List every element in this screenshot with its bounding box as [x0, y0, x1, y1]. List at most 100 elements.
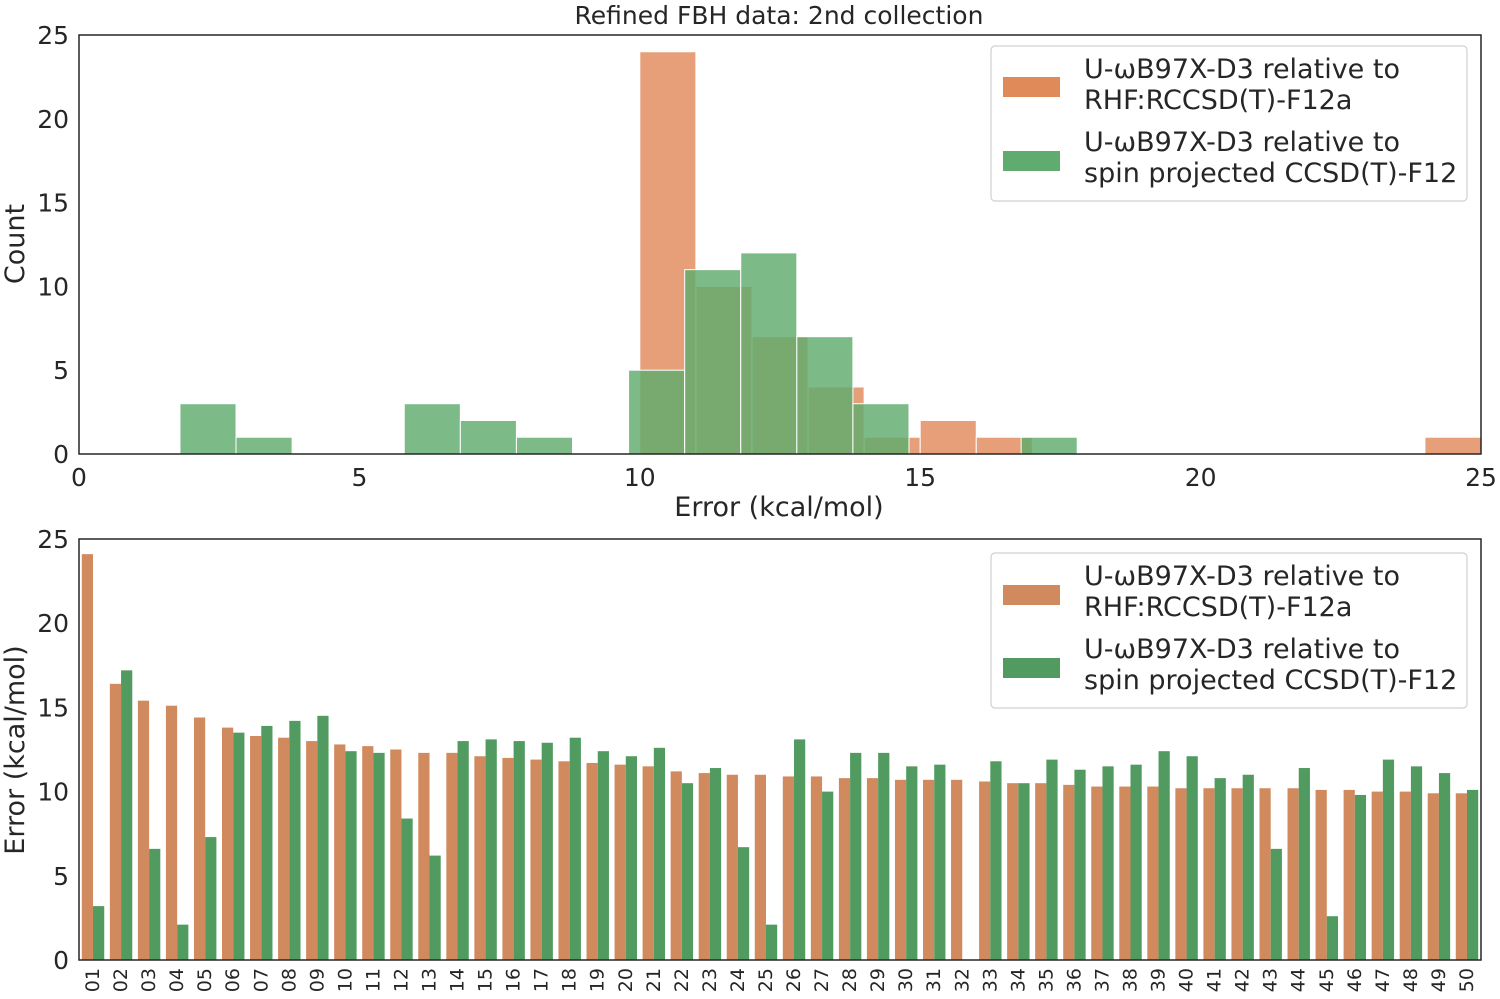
x-tick-label: 43: [1260, 968, 1282, 992]
bar-rhf: [418, 752, 430, 960]
x-tick-label: 46: [1344, 968, 1366, 992]
plot-frame: [78, 538, 1482, 961]
bar-rhf: [362, 746, 374, 960]
bar-spin-projected: [1158, 751, 1170, 960]
bar-spin-projected: [1046, 759, 1058, 960]
bar-rhf: [1427, 793, 1439, 960]
bar-rhf: [951, 779, 963, 960]
histogram-bar-spin-projected: [1020, 436, 1078, 455]
bar-rhf: [1007, 783, 1019, 960]
bar-spin-projected: [737, 847, 750, 960]
bar-rhf: [726, 774, 738, 960]
x-tick-label: 06: [222, 968, 244, 992]
legend-label-rhf: U-ωB97X-D3 relative to RHF:RCCSD(T)-F12a: [1084, 54, 1409, 116]
y-tick-label: 25: [37, 21, 69, 50]
bar-spin-projected: [513, 741, 525, 960]
x-tick-label: 12: [390, 968, 412, 992]
x-tick-label: 47: [1372, 968, 1394, 992]
legend-line: U-ωB97X-D3 relative to: [1084, 127, 1400, 158]
y-tick-labels: 0 5 10 15 20 25: [37, 525, 69, 975]
bar-rhf: [165, 705, 178, 960]
x-tick-label: 05: [194, 968, 216, 992]
y-tick-label: 20: [37, 105, 69, 134]
y-tick-label: 15: [37, 693, 69, 722]
legend-line: RHF:RCCSD(T)-F12a: [1084, 592, 1352, 623]
x-tick-label: 28: [839, 968, 861, 992]
bar-rhf: [782, 776, 795, 960]
legend-swatch-rhf: [1003, 585, 1060, 605]
x-tick-label: 17: [531, 968, 553, 992]
x-tick-label: 24: [727, 968, 749, 992]
histogram-bar-spin-projected: [628, 369, 686, 455]
bar-rhf: [1259, 788, 1271, 960]
bar-rhf: [586, 762, 598, 960]
bar-rhf: [670, 771, 682, 960]
bar-spin-projected: [541, 742, 553, 960]
x-tick-label: 40: [1176, 968, 1198, 992]
x-tick-label: 0: [71, 463, 87, 492]
bar-rhf: [1147, 786, 1159, 960]
bar-rhf: [1343, 789, 1355, 960]
bar-spin-projected: [457, 741, 469, 960]
bar-rhf: [222, 727, 234, 960]
x-tick-label: 15: [904, 463, 936, 492]
bar-rhf: [193, 717, 206, 960]
y-axis-label: Count: [0, 204, 31, 284]
x-tick-label: 02: [110, 968, 132, 992]
x-tick-label: 14: [447, 968, 469, 992]
x-tick-label: 38: [1120, 968, 1142, 992]
bar-rhf: [1119, 786, 1131, 960]
plot-frame: [78, 34, 1482, 455]
x-tick-label: 22: [671, 968, 693, 992]
bar-spin-projected: [1382, 759, 1395, 960]
x-tick-label: 31: [923, 968, 945, 992]
legend-line: spin projected CCSD(T)-F12: [1084, 665, 1457, 696]
bar-rhf: [642, 766, 654, 960]
bar-rhf: [1455, 793, 1467, 960]
x-tick-label: 21: [643, 968, 665, 992]
bar-rhf: [894, 779, 907, 960]
bar-spin-projected: [1186, 756, 1198, 960]
bar-spin-projected: [205, 837, 217, 960]
bar-spin-projected: [878, 752, 890, 960]
bar-rhf: [306, 741, 318, 960]
x-tick-label: 10: [624, 463, 656, 492]
x-tick-label: 20: [615, 968, 637, 992]
histogram-bar-spin-projected: [235, 436, 293, 455]
bar-spin-projected: [429, 855, 441, 960]
histogram-bar-spin-projected: [459, 419, 517, 455]
bar-spin-projected: [1270, 848, 1282, 960]
bar-spin-projected: [569, 737, 581, 960]
x-tick-labels: 0 5 10 15 20 25: [71, 463, 1497, 492]
x-tick-label: 45: [1316, 968, 1338, 992]
bar-rhf: [1203, 788, 1215, 960]
x-tick-label: 20: [1185, 463, 1217, 492]
x-tick-label: 30: [895, 968, 917, 992]
bar-rhf: [614, 764, 626, 960]
x-tick-label: 48: [1400, 968, 1422, 992]
y-tick-label: 0: [53, 946, 69, 975]
y-tick-label: 20: [37, 609, 69, 638]
bar-spin-projected: [1438, 773, 1451, 960]
bar-spin-projected: [709, 768, 722, 960]
x-tick-label: 19: [587, 968, 609, 992]
bar-spin-projected: [261, 725, 273, 960]
x-tick-label: 04: [166, 968, 188, 992]
histogram-bar-spin-projected: [515, 436, 574, 455]
x-tick-label: 03: [138, 968, 160, 992]
x-tick-label: 50: [1456, 968, 1478, 992]
y-tick-label: 25: [37, 525, 69, 554]
bar-rhf: [502, 757, 514, 960]
bar-rhf: [979, 781, 991, 960]
bar-rhf: [137, 700, 150, 960]
histogram-bars: [179, 51, 1482, 455]
y-tick-label: 10: [37, 778, 69, 807]
x-tick-label: 23: [699, 968, 721, 992]
bar-rhf: [278, 737, 290, 960]
y-tick-label: 10: [37, 272, 69, 301]
bar-rhf: [530, 759, 542, 960]
y-tick-label: 15: [37, 189, 69, 218]
x-tick-label: 10: [334, 968, 356, 992]
bar-spin-projected: [177, 924, 189, 960]
bar-rhf: [1231, 788, 1243, 960]
